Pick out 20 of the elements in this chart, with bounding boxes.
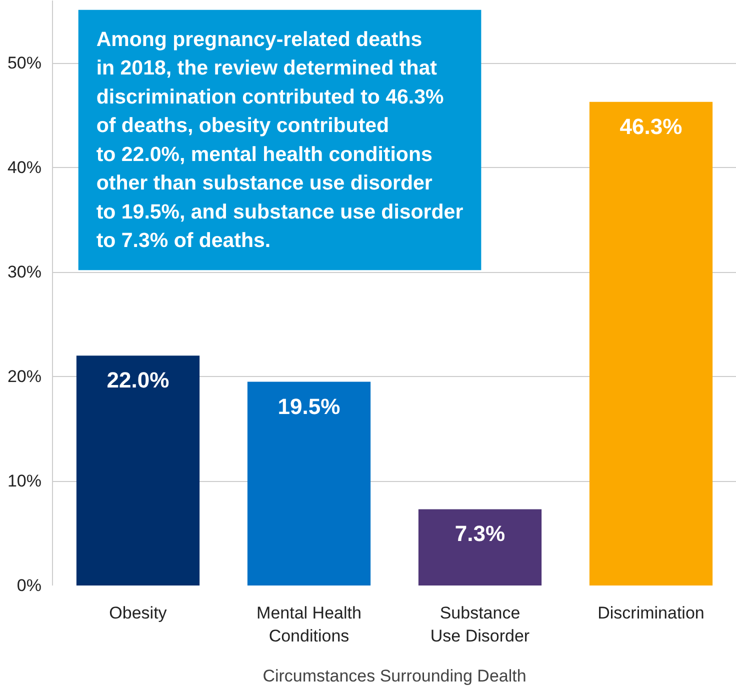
data-label: 22.0% — [106, 368, 170, 393]
bar — [247, 382, 371, 586]
y-tick-label: 0% — [16, 576, 42, 595]
bar — [76, 356, 200, 586]
x-tick-label: Mental Health Conditions — [256, 604, 362, 646]
data-label: 19.5% — [278, 394, 340, 419]
x-tick-label: Discrimination — [598, 604, 704, 622]
data-label: 7.3% — [454, 521, 506, 546]
bar — [418, 509, 542, 586]
y-tick-label: 10% — [7, 472, 42, 491]
x-tick-label: Substance Use Disorder — [430, 604, 530, 646]
x-axis-title: Circumstances Surrounding Dealth — [262, 666, 526, 686]
annotation: Among pregnancy-related deaths in 2018, the review determined that discrimination contributed to 46.3% of deaths, obesity contributed to 22.0%, mental health conditions other than substance use disorder to 19.5%, and substance use disorder to 7.3% of deaths. — [96, 28, 464, 252]
y-tick-label: 20% — [7, 367, 42, 386]
data-label: 46.3% — [620, 114, 682, 139]
y-tick-label: 30% — [7, 262, 42, 282]
y-tick-label: 40% — [7, 158, 42, 178]
y-tick-label: 50% — [7, 54, 42, 73]
x-tick-label: Obesity — [109, 604, 168, 622]
bar — [589, 102, 713, 586]
